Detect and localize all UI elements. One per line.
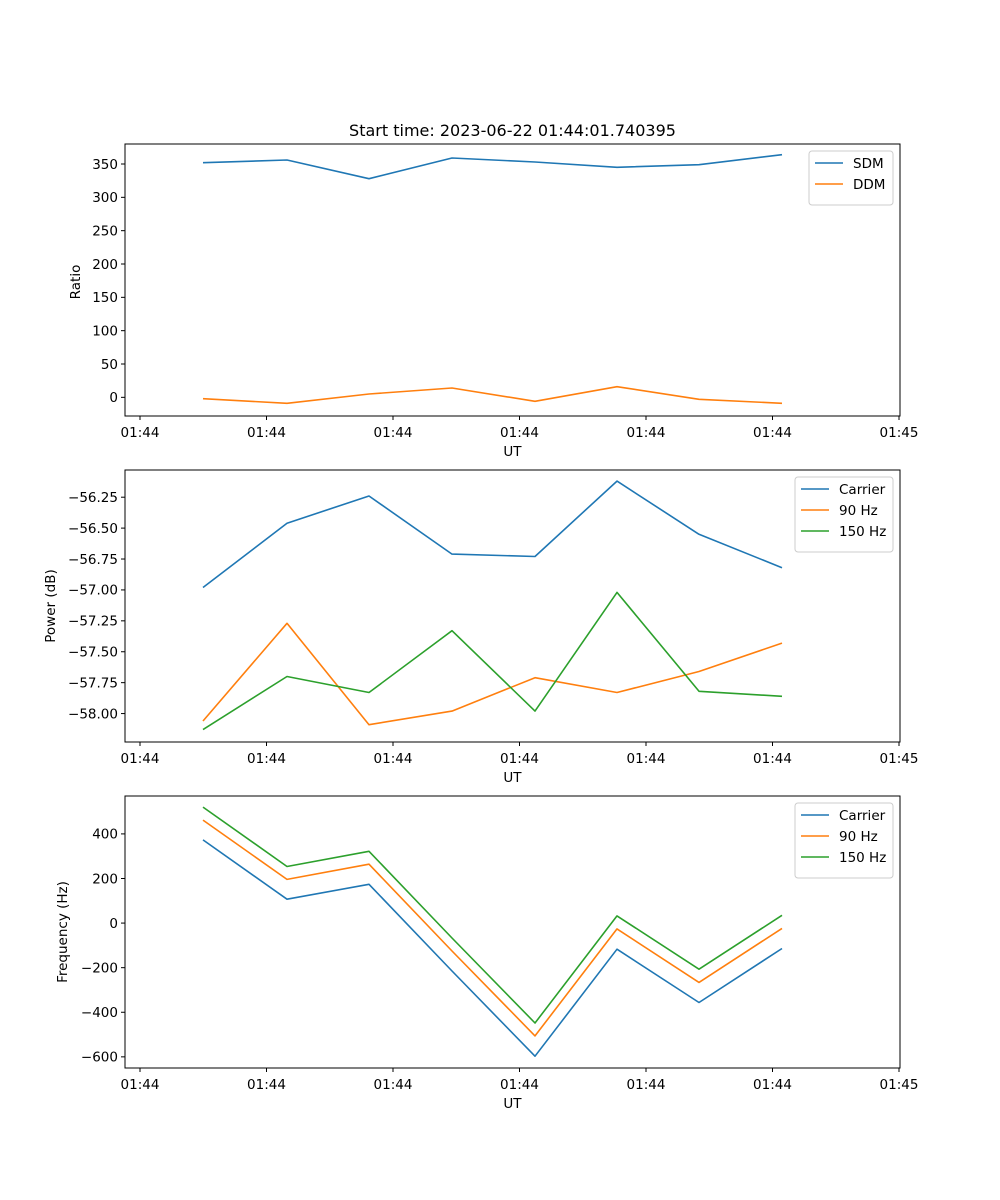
power-x-tick-label: 01:44 xyxy=(121,751,160,767)
power-x-tick-label: 01:44 xyxy=(627,751,666,767)
frequency-x-tick-label: 01:44 xyxy=(121,1077,160,1093)
ratio-x-tick-label: 01:44 xyxy=(500,425,539,441)
power-y-tick-label: −57.25 xyxy=(68,614,118,630)
ratio-x-tick-label: 01:44 xyxy=(627,425,666,441)
frequency-x-tick-label: 01:44 xyxy=(500,1077,539,1093)
ratio-y-tick-label: 100 xyxy=(92,323,118,339)
ratio-y-tick-label: 150 xyxy=(92,290,118,306)
frequency-x-axis-label: UT xyxy=(503,1096,522,1112)
ratio-y-tick-label: 200 xyxy=(92,257,118,273)
power-y-tick-label: −57.50 xyxy=(68,645,118,661)
power-axes-frame xyxy=(124,469,901,743)
frequency-y-tick-label: −400 xyxy=(81,1005,118,1021)
power-legend-label-2: 150 Hz xyxy=(839,524,886,540)
frequency-legend xyxy=(794,802,894,879)
frequency-y-tick-label: 200 xyxy=(92,871,118,887)
ratio-x-tick-label: 01:44 xyxy=(121,425,160,441)
frequency-series-2-line xyxy=(202,806,783,1024)
frequency-x-tick-label: 01:44 xyxy=(627,1077,666,1093)
ratio-y-tick-label: 300 xyxy=(92,190,118,206)
power-y-tick-label: −56.25 xyxy=(68,490,118,506)
frequency-x-tick-label: 01:45 xyxy=(880,1077,919,1093)
figure-title: Start time: 2023-06-22 01:44:01.740395 xyxy=(349,121,676,140)
ratio-x-tick-label: 01:45 xyxy=(880,425,919,441)
frequency-y-tick-label: 0 xyxy=(109,916,118,932)
power-panel: Power (dB) UT −58.00 −57.75 −57.50 −57.25 −5… xyxy=(43,469,919,786)
frequency-y-tick-label: −200 xyxy=(81,960,118,976)
frequency-panel: Frequency (Hz) UT −600 −400 −200 0 200 400 01:… xyxy=(55,795,919,1112)
power-y-tick-label: −57.00 xyxy=(68,583,118,599)
power-y-tick-label: −57.75 xyxy=(68,675,118,691)
frequency-series-1-line xyxy=(202,819,783,1037)
ratio-y-axis-label: Ratio xyxy=(68,265,84,300)
ratio-y-tick-label: 250 xyxy=(92,223,118,239)
ratio-legend-label-1: DDM xyxy=(853,177,885,193)
ratio-panel: Ratio UT 0 50 100 150 200 250 300 350 01:44 01:44… xyxy=(68,143,919,460)
frequency-axes-frame xyxy=(124,795,901,1069)
power-y-axis-label: Power (dB) xyxy=(43,569,59,642)
ratio-legend xyxy=(808,150,894,206)
ratio-series-0-line xyxy=(202,153,783,180)
power-x-tick-label: 01:44 xyxy=(247,751,286,767)
power-x-tick-label: 01:44 xyxy=(500,751,539,767)
frequency-y-axis-label: Frequency (Hz) xyxy=(55,881,71,983)
frequency-y-tick-label: −600 xyxy=(81,1050,118,1066)
ratio-x-tick-label: 01:44 xyxy=(753,425,792,441)
ratio-x-axis-label: UT xyxy=(503,444,522,460)
power-y-tick-label: −58.00 xyxy=(68,706,118,722)
power-legend-label-1: 90 Hz xyxy=(839,503,878,519)
frequency-series-0-line xyxy=(202,839,783,1057)
frequency-x-tick-label: 01:44 xyxy=(374,1077,413,1093)
frequency-legend-label-0: Carrier xyxy=(839,808,886,824)
power-x-tick-label: 01:44 xyxy=(753,751,792,767)
ratio-y-tick-label: 350 xyxy=(92,157,118,173)
power-series-2-line xyxy=(202,591,783,731)
power-legend xyxy=(794,476,894,553)
ratio-axes-frame xyxy=(124,143,901,417)
ratio-y-tick-label: 50 xyxy=(101,357,118,373)
frequency-y-tick-label: 400 xyxy=(92,827,118,843)
power-y-tick-label: −56.50 xyxy=(68,521,118,537)
power-x-axis-label: UT xyxy=(503,770,522,786)
frequency-x-tick-label: 01:44 xyxy=(247,1077,286,1093)
ratio-series-1-line xyxy=(202,385,783,405)
power-legend-label-0: Carrier xyxy=(839,482,886,498)
ratio-x-tick-label: 01:44 xyxy=(247,425,286,441)
ratio-legend-label-0: SDM xyxy=(853,156,884,172)
power-series-0-line xyxy=(202,480,783,589)
power-x-tick-label: 01:44 xyxy=(374,751,413,767)
frequency-legend-label-2: 150 Hz xyxy=(839,850,886,866)
frequency-x-tick-label: 01:44 xyxy=(753,1077,792,1093)
frequency-legend-label-1: 90 Hz xyxy=(839,829,878,845)
ratio-y-tick-label: 0 xyxy=(109,390,118,406)
ratio-x-tick-label: 01:44 xyxy=(374,425,413,441)
power-x-tick-label: 01:45 xyxy=(880,751,919,767)
power-y-tick-label: −56.75 xyxy=(68,552,118,568)
